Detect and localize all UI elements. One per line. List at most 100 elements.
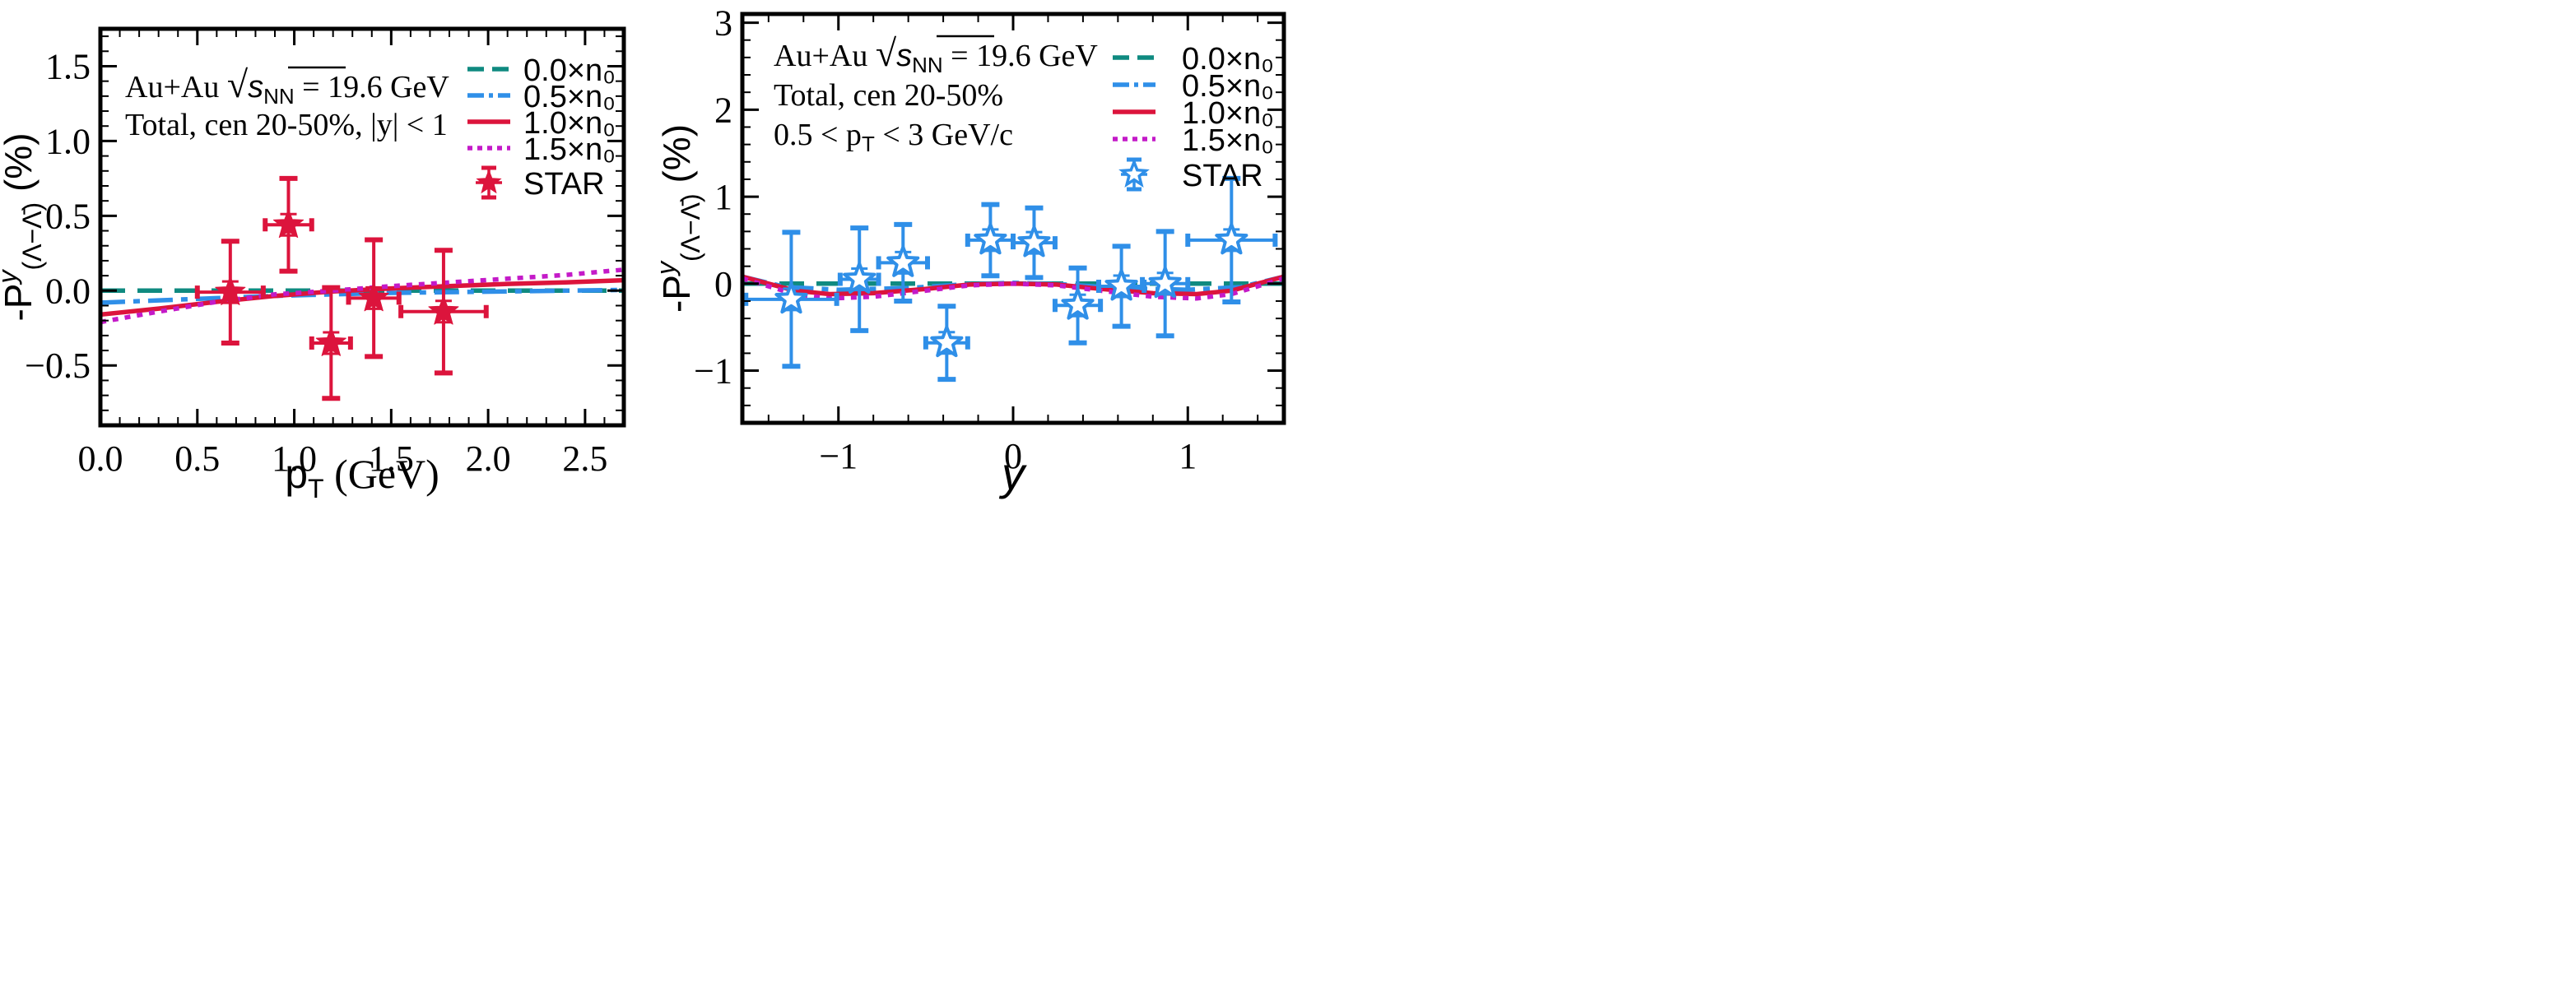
star-marker	[886, 245, 920, 277]
annotation-line-0: Au+Au √sNN = 19.6 GeV	[774, 32, 1098, 77]
annotation-line-0: Au+Au √sNN = 19.6 GeV	[125, 63, 449, 109]
right-y-axis-label: -Py(Λ−Λ̄) (%)	[651, 124, 705, 313]
y-tick-label: 0	[714, 264, 732, 304]
star-marker	[215, 276, 246, 305]
x-tick-label: 2.5	[562, 438, 607, 479]
left-star-point-4	[398, 248, 489, 376]
left-star-point-0	[194, 239, 266, 346]
annotation-line-2: 0.5 < pT < 3 GeV/c	[774, 118, 1013, 156]
y-label-sub: (Λ−Λ̄)	[676, 193, 705, 262]
y-label-sup: y	[651, 260, 681, 276]
legend-star-marker	[476, 169, 502, 194]
legend-label-0: 0.0×n₀	[523, 53, 616, 88]
annotation-tail: = 19.6 GeV	[943, 39, 1099, 73]
sqrt-symbol: √	[876, 32, 897, 74]
star-marker	[774, 281, 808, 314]
legend-label-1: 0.5×n₀	[1182, 69, 1274, 104]
y-label-tail: (%)	[0, 132, 40, 202]
right-star-point-5	[1011, 205, 1058, 281]
right-star-point-4	[965, 202, 1016, 279]
sqrt-s: s	[896, 39, 912, 73]
legend-label-2: 1.0×n₀	[1182, 96, 1274, 131]
annotation-tail: = 19.6 GeV	[295, 70, 450, 104]
y-tick-label: 0.5	[45, 196, 91, 236]
star-marker	[843, 262, 876, 294]
left-star-point-2	[309, 285, 353, 401]
right-ticks: −1 0 1 −1 0 1 2 3	[694, 3, 1284, 476]
star-marker	[1104, 269, 1138, 301]
right-star-point-3	[923, 304, 970, 383]
annotation-lead: Au+Au	[125, 70, 227, 104]
star-marker	[315, 327, 346, 356]
annotation-lead: Au+Au	[774, 39, 876, 73]
legend-label-2: 1.0×n₀	[523, 106, 616, 141]
annotation-line-1: Total, cen 20-50%	[774, 78, 1003, 113]
sqrt-sub: NN	[912, 53, 943, 77]
legend-label-4: STAR	[523, 167, 605, 202]
y-tick-label: 2	[714, 90, 732, 130]
right-star-point-8	[1140, 229, 1191, 339]
y-tick-label: 3	[714, 3, 732, 44]
sqrt-symbol: √	[227, 63, 249, 105]
y-label-sub: (Λ−Λ̄)	[17, 202, 47, 271]
left-x-axis-label: pT (GeV)	[285, 451, 439, 503]
x-tick-label: 1	[1179, 436, 1197, 476]
right-model-curves	[742, 274, 1284, 301]
left-y-axis-label: -Py(Λ−Λ̄) (%)	[0, 132, 47, 321]
right-star-point-1	[837, 225, 881, 333]
y-label-sup: y	[0, 269, 22, 285]
annotation-tail: < 3 GeV/c	[875, 118, 1013, 152]
legend-label-3: 1.5×n₀	[523, 132, 616, 167]
legend-label-1: 0.5×n₀	[523, 80, 616, 114]
x-tick-label: 1.5	[369, 438, 414, 479]
x-tick-label: 2.0	[466, 438, 511, 479]
star-marker	[358, 281, 389, 312]
left-ticks: 0.0 0.5 1.0 1.5 2.0 2.5 −0.5 0.0 0.5 1.0 1.5	[25, 29, 625, 479]
left-axes-frame	[98, 26, 626, 428]
annotation-text: 0.5 < p	[774, 118, 862, 152]
star-marker	[1017, 225, 1051, 257]
x-tick-label: 0	[1004, 436, 1022, 476]
right-star-point-2	[876, 221, 930, 304]
left-series-line-3	[100, 267, 624, 325]
annotation-sub: T	[862, 132, 875, 156]
star-marker	[1215, 222, 1248, 255]
left-star-points	[194, 175, 489, 401]
annotation-line-1: Total, cen 20-50%, |y| < 1	[125, 108, 448, 142]
star-marker	[930, 325, 964, 358]
star-marker	[1061, 288, 1095, 320]
y-tick-label: 0.0	[45, 271, 91, 311]
x-label-tail: (GeV)	[324, 451, 439, 497]
right-star-point-0	[743, 230, 839, 369]
right-star-point-6	[1052, 265, 1104, 346]
left-star-point-1	[263, 175, 314, 274]
right-star-points	[743, 175, 1278, 383]
x-label-sub: T	[308, 474, 324, 503]
legend-label-3: 1.5×n₀	[1182, 123, 1274, 158]
legend-label-0: 0.0×n₀	[1182, 42, 1274, 77]
left-chart-panel: 0.0 0.5 1.0 1.5 2.0 2.5−0.50.00.51.01.5pT (Ge…	[0, 26, 626, 503]
legend-label-4: STAR	[1182, 159, 1263, 193]
y-tick-label: 1	[714, 177, 732, 217]
left-star-point-3	[346, 237, 402, 360]
y-label-main: -P	[655, 275, 698, 313]
y-tick-label: 1.5	[45, 46, 91, 86]
y-label-main: -P	[0, 284, 40, 322]
legend-star-marker	[1118, 158, 1150, 188]
x-tick-label: −1	[819, 436, 858, 476]
sqrt-s: s	[248, 70, 263, 104]
right-x-axis-label: y	[998, 448, 1027, 499]
x-label-main: p	[285, 451, 308, 497]
x-tick-label: 0.0	[78, 438, 123, 479]
x-tick-label: 0.5	[174, 438, 220, 479]
star-marker	[272, 208, 305, 239]
star-marker	[428, 295, 459, 325]
right-star-point-9	[1185, 175, 1278, 305]
y-tick-label: −1	[694, 351, 732, 392]
y-tick-label: 1.0	[45, 121, 91, 161]
x-tick-label: 1.0	[272, 438, 317, 479]
